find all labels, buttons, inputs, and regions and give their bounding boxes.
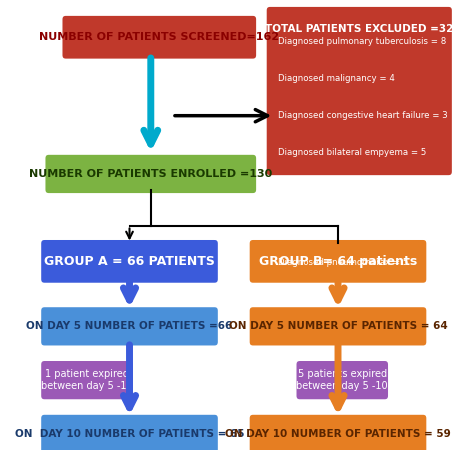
FancyBboxPatch shape (40, 414, 219, 451)
FancyBboxPatch shape (265, 6, 453, 176)
Text: NUMBER OF PATIENTS SCREENED=162: NUMBER OF PATIENTS SCREENED=162 (39, 32, 279, 42)
FancyBboxPatch shape (62, 15, 257, 60)
Text: Diagnosed recurrent pneumonia = 4: Diagnosed recurrent pneumonia = 4 (278, 184, 437, 193)
Text: ON DAY 10 NUMBER OF PATIENTS = 59: ON DAY 10 NUMBER OF PATIENTS = 59 (225, 429, 451, 439)
FancyBboxPatch shape (40, 306, 219, 346)
Text: NUMBER OF PATIENTS ENROLLED =130: NUMBER OF PATIENTS ENROLLED =130 (29, 169, 273, 179)
Text: Diagnosed nephritic syndrome = 3: Diagnosed nephritic syndrome = 3 (278, 221, 429, 230)
FancyBboxPatch shape (295, 360, 389, 400)
Text: ON DAY 5 NUMBER OF PATIETS =66: ON DAY 5 NUMBER OF PATIETS =66 (27, 322, 233, 331)
Text: Diagnosed malignancy = 4: Diagnosed malignancy = 4 (278, 74, 395, 83)
Text: GROUP B= 64 patients: GROUP B= 64 patients (259, 255, 417, 268)
FancyBboxPatch shape (40, 360, 134, 400)
FancyBboxPatch shape (249, 239, 428, 284)
Text: 5 patients expired
between day 5 -10: 5 patients expired between day 5 -10 (296, 369, 388, 391)
FancyBboxPatch shape (249, 306, 428, 346)
Text: TOTAL PATIENTS EXCLUDED =32: TOTAL PATIENTS EXCLUDED =32 (265, 24, 454, 34)
Text: Diagnosed pneumothorax = 5: Diagnosed pneumothorax = 5 (278, 258, 409, 267)
Text: Diagnosed bilateral empyema = 5: Diagnosed bilateral empyema = 5 (278, 147, 427, 156)
Text: Diagnosed congestive heart failure = 3: Diagnosed congestive heart failure = 3 (278, 111, 448, 120)
Text: ON DAY 5 NUMBER OF PATIENTS = 64: ON DAY 5 NUMBER OF PATIENTS = 64 (228, 322, 447, 331)
FancyBboxPatch shape (40, 239, 219, 284)
Text: Diagnosed pulmonary tuberculosis = 8: Diagnosed pulmonary tuberculosis = 8 (278, 37, 447, 46)
FancyBboxPatch shape (45, 154, 257, 194)
Text: ON  DAY 10 NUMBER OF PATIENTS = 65: ON DAY 10 NUMBER OF PATIENTS = 65 (15, 429, 244, 439)
Text: 1 patient expired
between day 5 -10: 1 patient expired between day 5 -10 (41, 369, 133, 391)
FancyBboxPatch shape (249, 414, 428, 451)
Text: GROUP A = 66 PATIENTS: GROUP A = 66 PATIENTS (44, 255, 215, 268)
